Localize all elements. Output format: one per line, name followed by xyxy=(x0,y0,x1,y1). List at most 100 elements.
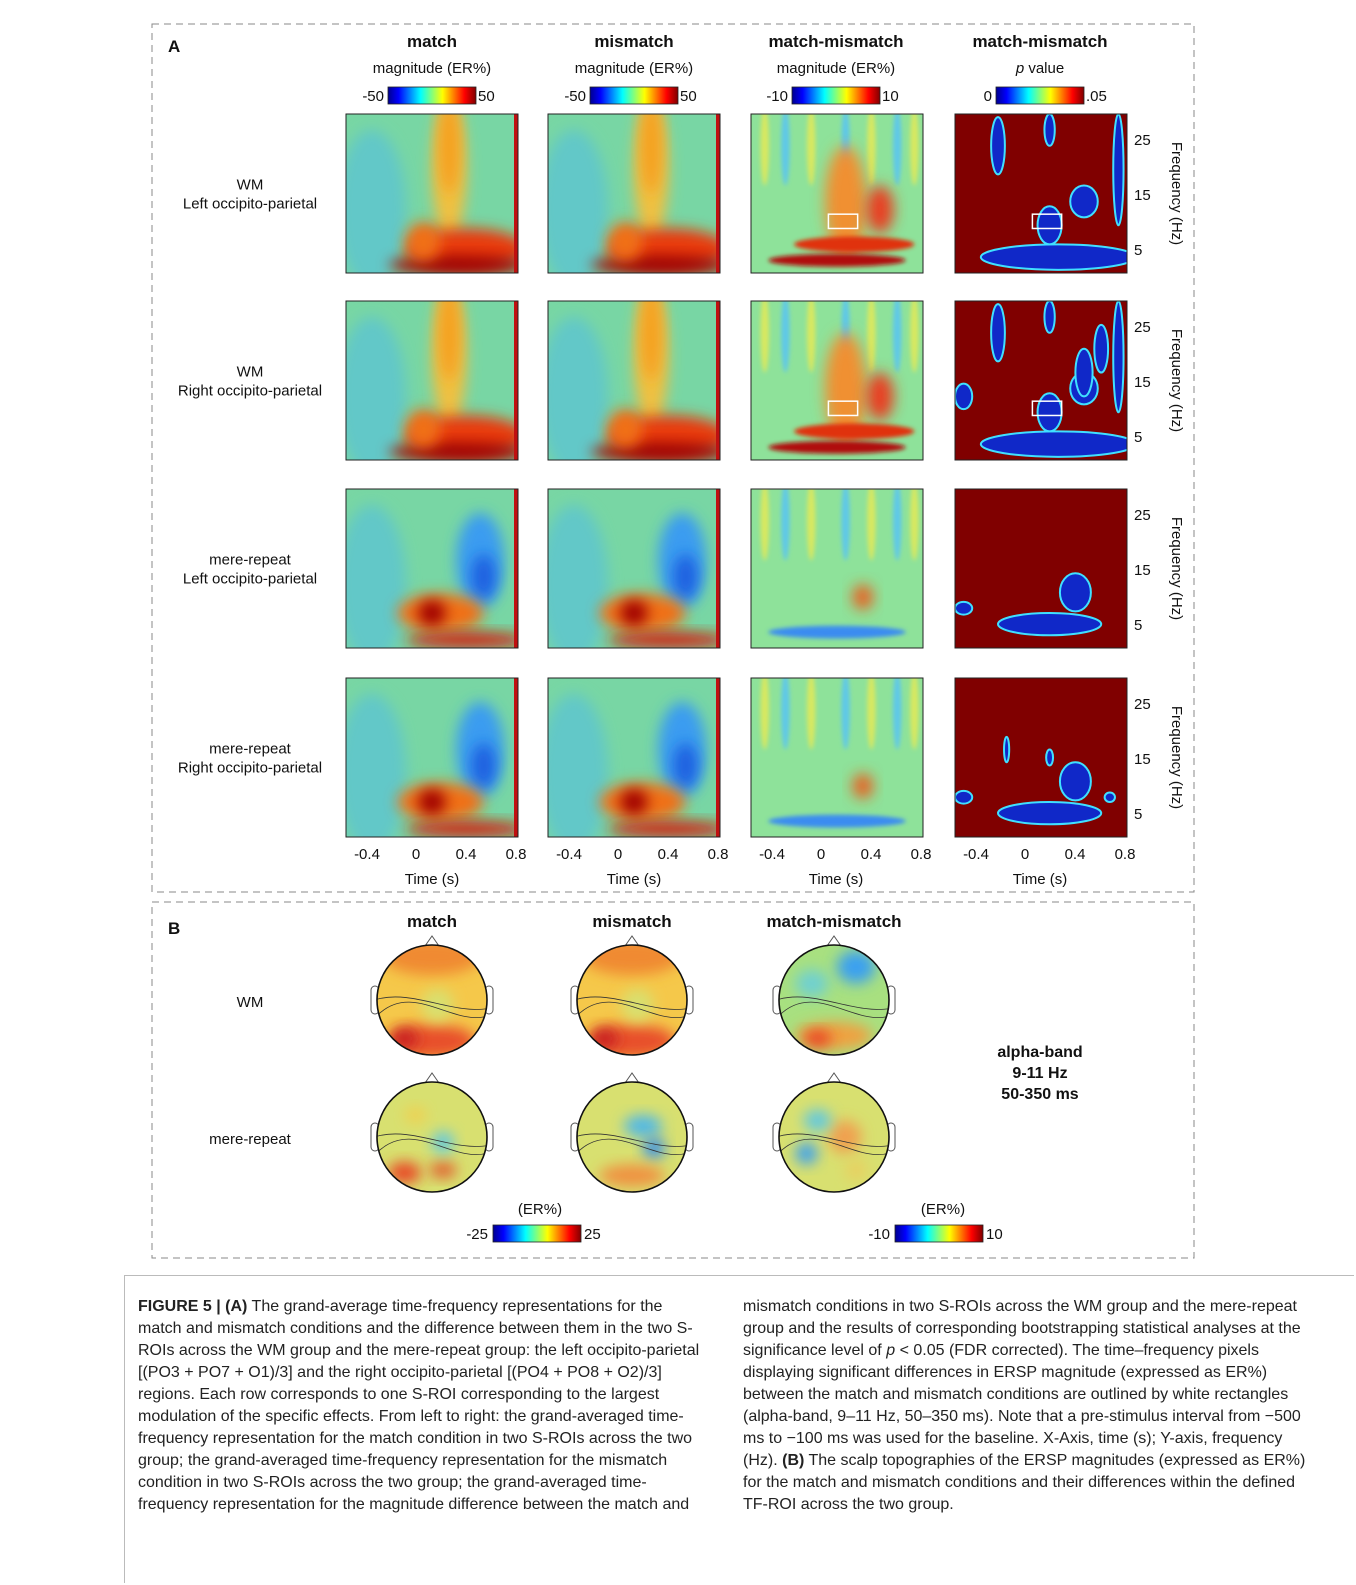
column-title: mismatch xyxy=(592,912,671,931)
y-tick-label: 25 xyxy=(1134,507,1151,524)
heat-blob xyxy=(781,670,790,750)
topo-blob xyxy=(591,1028,619,1050)
heat-blob xyxy=(867,293,876,373)
heat-blob xyxy=(893,293,902,373)
heat-blob xyxy=(620,789,648,814)
colorbar-max: 25 xyxy=(584,1226,601,1243)
y-axis-label: Frequency (Hz) xyxy=(1168,517,1185,620)
heat-edge xyxy=(716,678,720,837)
y-tick-label: 25 xyxy=(1134,132,1151,149)
topo-blob xyxy=(845,1159,867,1181)
x-tick-label: 0 xyxy=(412,846,420,863)
colorbar xyxy=(493,1225,581,1242)
heat-blob xyxy=(852,773,873,798)
colorbar-min: -50 xyxy=(564,88,586,105)
sig-region xyxy=(991,304,1005,361)
topo-blob xyxy=(429,1162,457,1179)
colorbar xyxy=(792,87,880,104)
y-tick-label: 15 xyxy=(1134,562,1151,579)
heat-blob xyxy=(768,254,906,267)
band-note: 50-350 ms xyxy=(1001,1086,1078,1103)
heat-blob xyxy=(768,815,906,828)
heat-blob xyxy=(867,670,876,750)
colorbar-unit: (ER%) xyxy=(921,1201,965,1218)
colorbar-max: 10 xyxy=(986,1226,1003,1243)
x-tick-label: -0.4 xyxy=(556,846,582,863)
clipped xyxy=(751,670,923,837)
sig-region xyxy=(1094,325,1108,373)
sig-region xyxy=(1113,301,1123,412)
heat-blob xyxy=(781,293,790,373)
clipped xyxy=(337,678,526,853)
clipped xyxy=(955,489,1127,648)
heat-blob xyxy=(760,670,769,750)
heat-edge xyxy=(716,301,720,460)
colorbar-min: -10 xyxy=(868,1226,890,1243)
y-tick-label: 25 xyxy=(1134,696,1151,713)
colorbar-min: -25 xyxy=(466,1226,488,1243)
heat-blob xyxy=(893,481,902,561)
heat-blob xyxy=(418,789,446,814)
row-region: Right occipito-parietal xyxy=(178,383,322,400)
colorbar xyxy=(996,87,1084,104)
heat-edge xyxy=(514,114,518,273)
column-title: mismatch xyxy=(594,32,673,51)
topo-blob xyxy=(796,1143,818,1165)
heat-edge xyxy=(716,489,720,648)
caption-body: < 0.05 (FDR corrected). The time–frequen… xyxy=(743,1342,1301,1469)
heat-blob xyxy=(641,285,662,380)
panel-label: A xyxy=(168,37,180,56)
column-subtitle: p value xyxy=(1015,60,1064,77)
heat-blob xyxy=(768,626,906,639)
y-axis-label: Frequency (Hz) xyxy=(1168,142,1185,245)
heat-blob xyxy=(389,443,527,462)
heat-blob xyxy=(841,670,850,750)
colorbar-min: 0 xyxy=(984,88,992,105)
heat-blob xyxy=(337,505,406,664)
colorbar xyxy=(590,87,678,104)
x-tick-label: 0.8 xyxy=(708,846,729,863)
heat-blob xyxy=(539,505,608,664)
y-tick-label: 5 xyxy=(1134,429,1142,446)
heat-blob xyxy=(866,373,894,421)
clipped xyxy=(337,489,526,664)
heat-blob xyxy=(866,186,894,234)
heat-blob xyxy=(389,256,527,275)
sig-region xyxy=(955,384,972,409)
topo-blob xyxy=(388,1162,421,1184)
heat-blob xyxy=(910,293,919,373)
colorbar-max: .05 xyxy=(1086,88,1107,105)
column-title: match-mismatch xyxy=(768,32,903,51)
colorbar-unit: (ER%) xyxy=(518,1201,562,1218)
topo-blob xyxy=(621,989,654,1022)
heat-edge xyxy=(514,678,518,837)
colorbar-max: 10 xyxy=(882,88,899,105)
sig-region xyxy=(1113,114,1123,225)
sig-region xyxy=(991,117,1005,174)
heat-blob xyxy=(760,293,769,373)
column-title: match-mismatch xyxy=(972,32,1107,51)
heat-blob xyxy=(781,106,790,186)
topo-blob xyxy=(405,1107,427,1124)
x-tick-label: 0.8 xyxy=(911,846,932,863)
sig-region xyxy=(1060,573,1091,611)
heat-blob xyxy=(674,554,698,599)
heat-blob xyxy=(841,481,850,561)
heat-blob xyxy=(867,481,876,561)
heat-blob xyxy=(910,670,919,750)
colorbar-max: 50 xyxy=(680,88,697,105)
figure: A B matchmagnitude (ER%)-5050-0.400.40.8… xyxy=(0,0,1356,1275)
heat-blob xyxy=(910,106,919,186)
clipped xyxy=(955,678,1127,837)
heat-blob xyxy=(439,285,460,380)
y-axis-label: Frequency (Hz) xyxy=(1168,329,1185,432)
heat-blob xyxy=(608,821,728,837)
sig-region xyxy=(981,244,1136,269)
y-tick-label: 15 xyxy=(1134,751,1151,768)
heat-blob xyxy=(781,481,790,561)
sig-region xyxy=(955,602,972,615)
symbol: p xyxy=(886,1342,895,1359)
topo-blob xyxy=(391,1028,419,1050)
clipped xyxy=(539,489,728,664)
heat-blob xyxy=(807,481,816,561)
